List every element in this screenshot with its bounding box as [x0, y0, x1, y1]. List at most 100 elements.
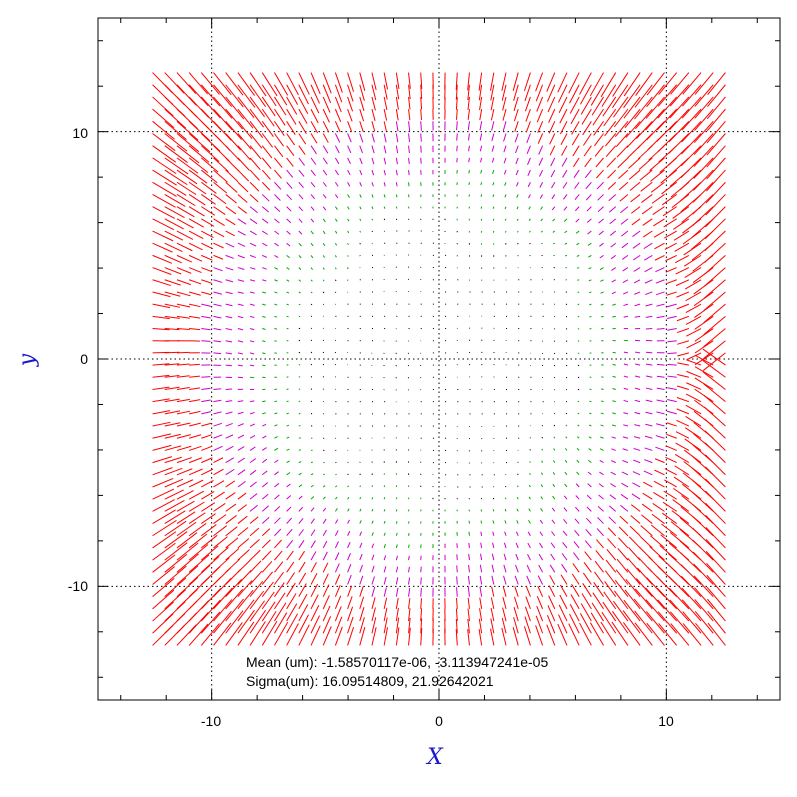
- vector-arrow: [408, 133, 411, 143]
- vector-arrow: [261, 145, 273, 159]
- vector-arrow: [612, 388, 616, 390]
- vector-arrow: [322, 169, 328, 176]
- vector-arrow: [164, 398, 180, 403]
- vector-arrow: [225, 279, 234, 283]
- vector-arrow: [201, 181, 217, 194]
- vector-arrow: [611, 436, 616, 439]
- vector-arrow: [515, 531, 519, 536]
- vector-arrow: [604, 581, 617, 597]
- vector-arrow: [642, 492, 653, 500]
- vector-arrow: [646, 622, 665, 646]
- vector-arrow: [597, 505, 604, 512]
- vector-arrow: [286, 157, 294, 167]
- vector-arrow: [200, 611, 221, 634]
- vector-arrow: [600, 412, 604, 415]
- vector-arrow: [420, 133, 422, 142]
- vector-arrow: [176, 145, 200, 164]
- vector-arrow: [347, 606, 354, 622]
- vector-arrow: [310, 507, 315, 512]
- vector-arrow: [225, 194, 237, 204]
- vector-arrow: [261, 571, 274, 585]
- vector-arrow: [609, 494, 617, 500]
- vector-arrow: [680, 552, 702, 573]
- vector-arrow: [201, 218, 215, 227]
- vector-arrow: [359, 617, 365, 634]
- vector-arrow: [630, 206, 641, 214]
- vector-arrow: [188, 230, 204, 239]
- vector-arrow: [674, 254, 690, 264]
- vector-arrow: [618, 537, 629, 549]
- vector-arrow: [408, 182, 410, 187]
- vector-arrow: [249, 328, 255, 331]
- vector-arrow: [570, 594, 580, 610]
- vector-arrow: [583, 145, 592, 157]
- vector-arrow: [286, 218, 292, 224]
- vector-arrow: [298, 72, 310, 95]
- vector-arrow: [640, 181, 653, 192]
- vector-arrow: [667, 398, 677, 403]
- vector-arrow: [604, 133, 617, 147]
- x-axis-title: X: [425, 745, 444, 770]
- vector-arrow: [152, 145, 177, 163]
- vector-arrow: [383, 145, 387, 154]
- vector-arrow: [558, 84, 568, 103]
- vector-arrow: [674, 465, 690, 476]
- vector-arrow: [286, 303, 289, 306]
- vector-arrow: [189, 399, 201, 403]
- vector-arrow: [371, 145, 375, 154]
- vector-arrow: [539, 519, 544, 524]
- vector-arrow: [525, 586, 531, 597]
- vector-arrow: [667, 375, 677, 378]
- vector-arrow: [588, 267, 592, 270]
- vector-arrow: [298, 279, 302, 282]
- vector-arrow: [237, 328, 244, 331]
- vector-arrow: [237, 434, 245, 439]
- vector-arrow: [310, 121, 319, 134]
- vector-arrow: [347, 626, 355, 646]
- vector-arrow: [646, 351, 653, 354]
- vector-arrow: [564, 483, 568, 488]
- vector-arrow: [237, 469, 246, 476]
- vector-arrow: [677, 362, 689, 366]
- vector-arrow: [310, 157, 317, 165]
- vector-arrow: [188, 181, 207, 195]
- vector-arrow: [584, 551, 592, 561]
- vector-arrow: [568, 623, 580, 646]
- vector-arrow: [347, 585, 353, 597]
- vector-arrow: [298, 169, 305, 177]
- vector-arrow: [491, 121, 495, 131]
- vector-arrow: [626, 568, 641, 585]
- vector-arrow: [237, 599, 255, 622]
- vector-arrow: [599, 267, 604, 271]
- vector-arrow: [225, 579, 242, 598]
- vector-arrow: [513, 617, 519, 634]
- vector-arrow: [310, 572, 318, 585]
- vector-arrow: [274, 267, 279, 270]
- vector-arrow: [152, 542, 176, 561]
- vector-arrow: [666, 422, 677, 427]
- vector-arrow: [213, 230, 225, 238]
- vector-arrow: [298, 472, 302, 476]
- vector-arrow: [686, 382, 702, 390]
- vector-arrow: [535, 72, 544, 92]
- vector-arrow: [359, 575, 364, 585]
- vector-arrow: [676, 303, 690, 310]
- vector-arrow: [347, 157, 351, 165]
- vector-arrow: [274, 84, 288, 106]
- vector-arrow: [359, 157, 363, 165]
- vector-arrow: [347, 616, 354, 634]
- vector-arrow: [612, 84, 629, 109]
- vector-arrow: [588, 424, 592, 427]
- vector-arrow: [176, 624, 197, 646]
- vector-arrow: [286, 483, 291, 488]
- vector-arrow: [538, 157, 544, 166]
- vector-arrow: [237, 121, 253, 139]
- vector-arrow: [514, 586, 519, 597]
- vector-arrow: [645, 108, 665, 131]
- vector-arrow: [658, 72, 678, 95]
- vector-arrow: [646, 120, 665, 141]
- vector-arrow: [310, 615, 320, 634]
- vector-arrow: [663, 490, 677, 500]
- vector-arrow: [503, 133, 507, 142]
- vector-arrow: [383, 218, 386, 221]
